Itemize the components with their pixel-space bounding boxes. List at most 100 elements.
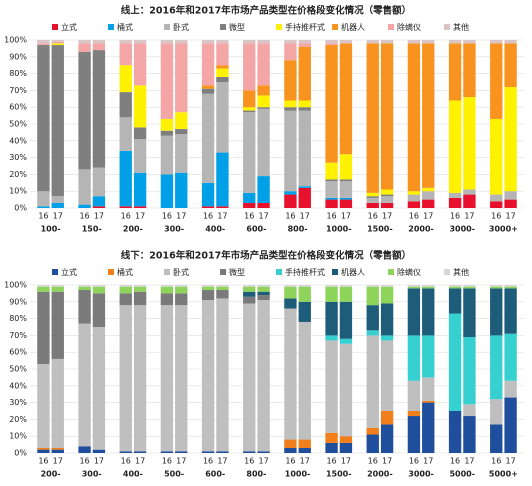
group-label: 1500- <box>326 470 352 479</box>
x-tick-label: 16 <box>38 212 48 221</box>
x-tick-label: 17 <box>176 457 186 466</box>
bar-segment <box>422 285 435 287</box>
x-tick-label: 17 <box>258 212 268 221</box>
bar-segment <box>284 194 297 208</box>
bar-segment <box>407 286 421 289</box>
bar-segment <box>37 291 50 364</box>
bar-segment <box>490 424 503 453</box>
legend-label: 立式 <box>61 267 77 277</box>
bar-segment <box>366 434 379 453</box>
bar-segment <box>422 199 435 208</box>
x-tick-label: 17 <box>53 457 63 466</box>
bar-segment <box>380 189 394 195</box>
group-label: 1000- <box>326 225 352 234</box>
bar-segment <box>37 363 50 448</box>
y-tick-label: 100% <box>4 36 27 45</box>
bar-segment <box>257 202 270 208</box>
bar-segment <box>490 201 503 208</box>
bar-segment <box>133 127 147 140</box>
bar-segment <box>407 288 421 336</box>
bar-segment <box>366 330 379 336</box>
x-tick-label: 16 <box>244 457 254 466</box>
bar-segment <box>339 43 353 155</box>
x-tick-label: 17 <box>217 212 227 221</box>
bar-segment <box>463 404 476 417</box>
group-label: 800- <box>288 225 308 234</box>
bar-segment <box>51 286 64 292</box>
x-tick-label: 17 <box>464 457 474 466</box>
x-tick-label: 17 <box>300 457 310 466</box>
bar-segment <box>257 451 270 453</box>
bar-segment <box>92 449 106 453</box>
legend-swatch <box>108 24 114 30</box>
x-tick-label: 17 <box>300 212 310 221</box>
x-tick-label: 17 <box>382 212 392 221</box>
group-label: 200- <box>123 225 143 234</box>
bar-segment <box>298 301 311 322</box>
x-tick-label: 16 <box>162 457 172 466</box>
bar-segment <box>92 167 106 197</box>
bar-segment <box>448 43 462 101</box>
bar-segment <box>448 285 462 287</box>
legend-label: 除螨仪 <box>397 22 421 32</box>
x-tick-label: 16 <box>162 212 172 221</box>
bar-segment <box>201 85 215 89</box>
y-tick-label: 90% <box>9 52 27 61</box>
x-tick-label: 17 <box>217 457 227 466</box>
bar-segment <box>298 321 311 440</box>
x-tick-label: 17 <box>341 457 351 466</box>
bar-segment <box>216 285 229 287</box>
bar-segment <box>51 449 64 453</box>
bar-segment <box>243 40 256 44</box>
bar-segment <box>339 442 353 453</box>
bar-segment <box>51 202 64 208</box>
bar-segment <box>37 40 50 44</box>
y-tick-label: 60% <box>9 348 27 357</box>
y-tick-label: 60% <box>9 103 27 112</box>
group-label: 300- <box>164 225 184 234</box>
group-label: 3000- <box>408 470 434 479</box>
x-tick-label: 17 <box>423 212 433 221</box>
legend-swatch <box>332 24 338 30</box>
bar-segment <box>298 100 311 108</box>
bar-segment <box>339 154 353 180</box>
legend-label: 卧式 <box>173 22 189 32</box>
bar-segment <box>175 451 188 453</box>
bar-segment <box>133 139 147 173</box>
bar-segment <box>51 285 64 287</box>
x-tick-label: 16 <box>450 457 460 466</box>
bar-segment <box>380 40 394 44</box>
y-tick-label: 50% <box>9 365 27 374</box>
bar-segment <box>339 197 353 200</box>
bar-segment <box>201 43 215 86</box>
bar-segment <box>284 40 297 44</box>
bar-segment <box>257 176 270 203</box>
bar-segment <box>257 286 270 292</box>
bar-segment <box>448 197 462 208</box>
bar-segment <box>78 204 91 208</box>
bar-segment <box>133 285 147 287</box>
bar-segment <box>325 286 338 302</box>
bar-segment <box>37 206 50 208</box>
group-label: 5000- <box>449 470 475 479</box>
y-tick-label: 30% <box>9 398 27 407</box>
bar-segment <box>339 285 353 287</box>
x-tick-label: 16 <box>368 457 378 466</box>
bar-segment <box>504 380 517 398</box>
bar-segment <box>366 197 379 203</box>
bar-segment <box>284 43 297 61</box>
legend-swatch <box>164 24 170 30</box>
x-tick-label: 16 <box>203 457 213 466</box>
bar-segment <box>380 411 394 425</box>
bar-segment <box>37 43 50 46</box>
x-tick-label: 16 <box>121 212 131 221</box>
bar-segment <box>216 82 229 153</box>
bar-segment <box>490 43 503 119</box>
bar-segment <box>284 107 297 111</box>
bar-segment <box>37 285 50 287</box>
bar-segment <box>448 100 462 193</box>
bar-segment <box>216 152 229 207</box>
bar-segment <box>284 285 297 287</box>
x-tick-label: 16 <box>450 212 460 221</box>
